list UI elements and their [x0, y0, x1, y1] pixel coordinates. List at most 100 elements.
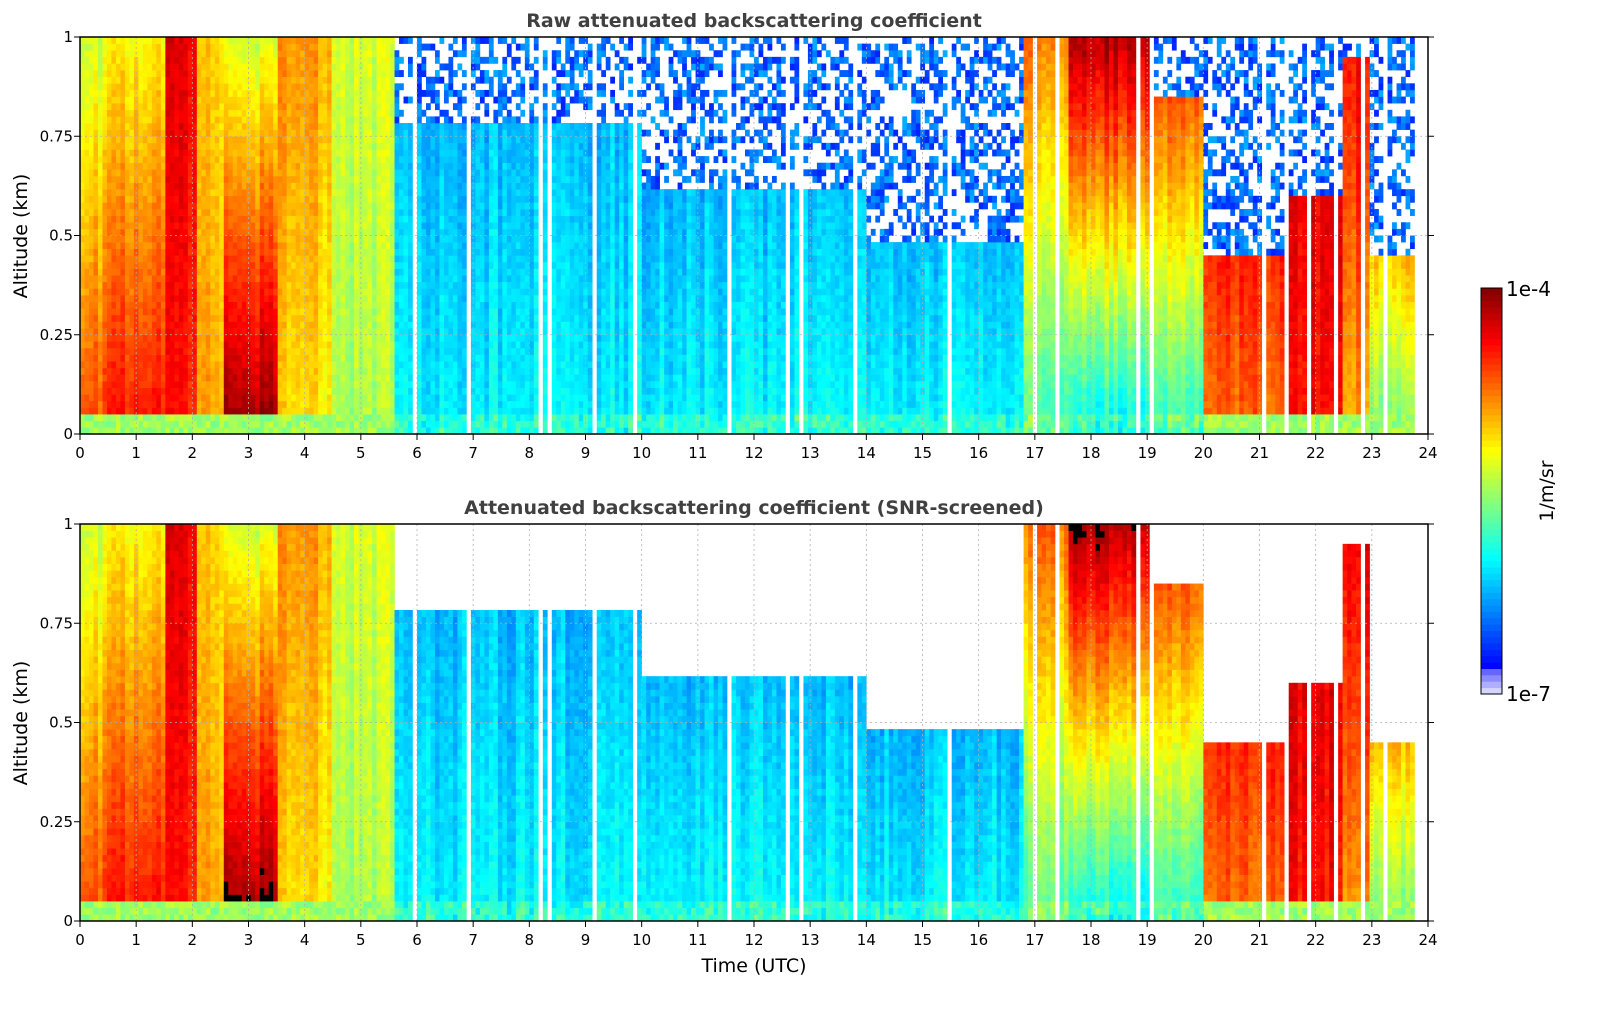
heatmap-cell [143, 130, 148, 137]
heatmap-cell [363, 70, 368, 77]
heatmap-cell [260, 176, 265, 183]
heatmap-cell [120, 169, 125, 176]
heatmap-cell [390, 388, 395, 395]
heatmap-cell [354, 262, 359, 269]
heatmap-cell [354, 328, 359, 335]
heatmap-cell [152, 189, 157, 196]
heatmap-cell [93, 77, 98, 84]
heatmap-cell [354, 196, 359, 203]
heatmap-cell [174, 361, 179, 368]
heatmap-cell [327, 269, 332, 276]
heatmap-cell [314, 255, 319, 262]
heatmap-cell [291, 123, 296, 130]
heatmap-cell [318, 169, 323, 176]
heatmap-cell [462, 381, 467, 388]
heatmap-cell [102, 421, 107, 428]
heatmap-cell [116, 196, 121, 203]
heatmap-cell [174, 421, 179, 428]
heatmap-cell [233, 209, 238, 216]
heatmap-cell [327, 149, 332, 156]
heatmap-cell [125, 196, 130, 203]
heatmap-cell [228, 341, 233, 348]
heatmap-cell [305, 110, 310, 117]
heatmap-cell [309, 401, 314, 408]
heatmap-cell [368, 143, 373, 150]
heatmap-cell [381, 295, 386, 302]
heatmap-cell [300, 222, 305, 229]
heatmap-cell [170, 401, 175, 408]
heatmap-cell [156, 341, 161, 348]
heatmap-cell [233, 196, 238, 203]
heatmap-cell [255, 348, 260, 355]
heatmap-cell [197, 176, 202, 183]
heatmap-cell [278, 183, 283, 190]
heatmap-cell [399, 130, 404, 137]
heatmap-cell [408, 97, 413, 104]
heatmap-cell [430, 335, 435, 342]
heatmap-cell [170, 77, 175, 84]
heatmap-cell [269, 255, 274, 262]
heatmap-cell [444, 130, 449, 137]
heatmap-cell [170, 308, 175, 315]
heatmap-cell [224, 116, 229, 123]
heatmap-cell [197, 57, 202, 64]
heatmap-cell [192, 348, 197, 355]
heatmap-cell [291, 295, 296, 302]
heatmap-cell [206, 176, 211, 183]
heatmap-cell [188, 335, 193, 342]
heatmap-cell [314, 262, 319, 269]
heatmap-cell [125, 355, 130, 362]
heatmap-cell [125, 308, 130, 315]
heatmap-cell [390, 57, 395, 64]
heatmap-cell [273, 163, 278, 170]
heatmap-cell [161, 249, 166, 256]
heatmap-cell [98, 249, 103, 256]
heatmap-cell [296, 70, 301, 77]
heatmap-cell [179, 255, 184, 262]
heatmap-cell [421, 328, 426, 335]
heatmap-cell [84, 401, 89, 408]
heatmap-cell [453, 37, 458, 44]
heatmap-cell [264, 414, 269, 421]
heatmap-cell [439, 388, 444, 395]
heatmap-cell [426, 262, 431, 269]
heatmap-cell [179, 77, 184, 84]
heatmap-cell [233, 341, 238, 348]
heatmap-cell [111, 262, 116, 269]
heatmap-cell [314, 110, 319, 117]
heatmap-cell [188, 209, 193, 216]
heatmap-cell [206, 348, 211, 355]
heatmap-cell [457, 282, 462, 289]
heatmap-cell [201, 322, 206, 329]
heatmap-cell [206, 242, 211, 249]
heatmap-cell [359, 176, 364, 183]
heatmap-cell [305, 90, 310, 97]
heatmap-cell [327, 37, 332, 44]
heatmap-cell [107, 275, 112, 282]
heatmap-cell [156, 176, 161, 183]
heatmap-cell [457, 335, 462, 342]
heatmap-cell [421, 361, 426, 368]
heatmap-cell [300, 156, 305, 163]
heatmap-cell [395, 236, 400, 243]
heatmap-cell [107, 388, 112, 395]
heatmap-cell [273, 361, 278, 368]
heatmap-cell [318, 37, 323, 44]
heatmap-cell [89, 348, 94, 355]
heatmap-cell [201, 209, 206, 216]
heatmap-cell [417, 44, 422, 51]
heatmap-cell [404, 308, 409, 315]
heatmap-cell [282, 322, 287, 329]
heatmap-cell [179, 242, 184, 249]
heatmap-cell [93, 116, 98, 123]
heatmap-cell [98, 335, 103, 342]
heatmap-cell [435, 255, 440, 262]
heatmap-cell [426, 123, 431, 130]
heatmap-cell [233, 156, 238, 163]
heatmap-cell [404, 222, 409, 229]
heatmap-cell [197, 421, 202, 428]
heatmap-cell [332, 269, 337, 276]
heatmap-cell [372, 183, 377, 190]
heatmap-cell [251, 229, 256, 236]
heatmap-cell [323, 176, 328, 183]
